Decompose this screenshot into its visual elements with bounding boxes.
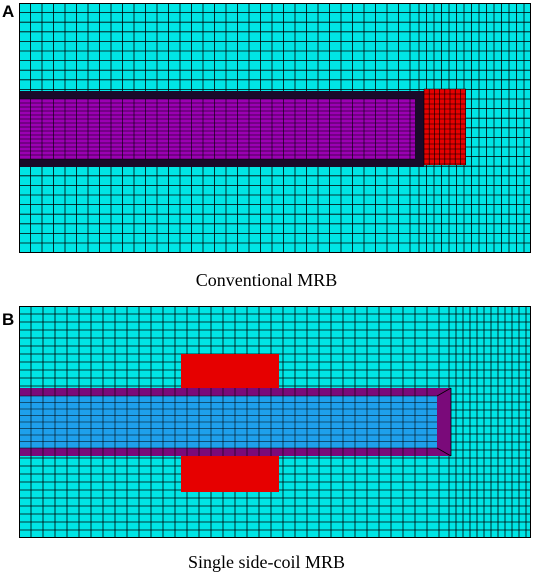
mesh-b-border <box>19 306 531 538</box>
mesh-b-core-lines <box>19 387 452 457</box>
panel-a-caption: Conventional MRB <box>195 270 338 290</box>
single-side-coil-mrb-mesh <box>19 306 531 538</box>
mesh-line <box>436 387 452 397</box>
panel-b-caption: Single side-coil MRB <box>188 552 345 572</box>
mesh-a-coil-lines <box>423 88 466 165</box>
mesh-line <box>436 447 452 457</box>
mesh-a-core-lines <box>19 98 415 160</box>
mesh-a-border <box>19 3 531 253</box>
mesh-a-purple-core <box>19 99 415 159</box>
panel-a-label: A <box>2 2 15 21</box>
panel-b-label: B <box>2 310 15 329</box>
conventional-mrb-mesh <box>19 3 531 253</box>
